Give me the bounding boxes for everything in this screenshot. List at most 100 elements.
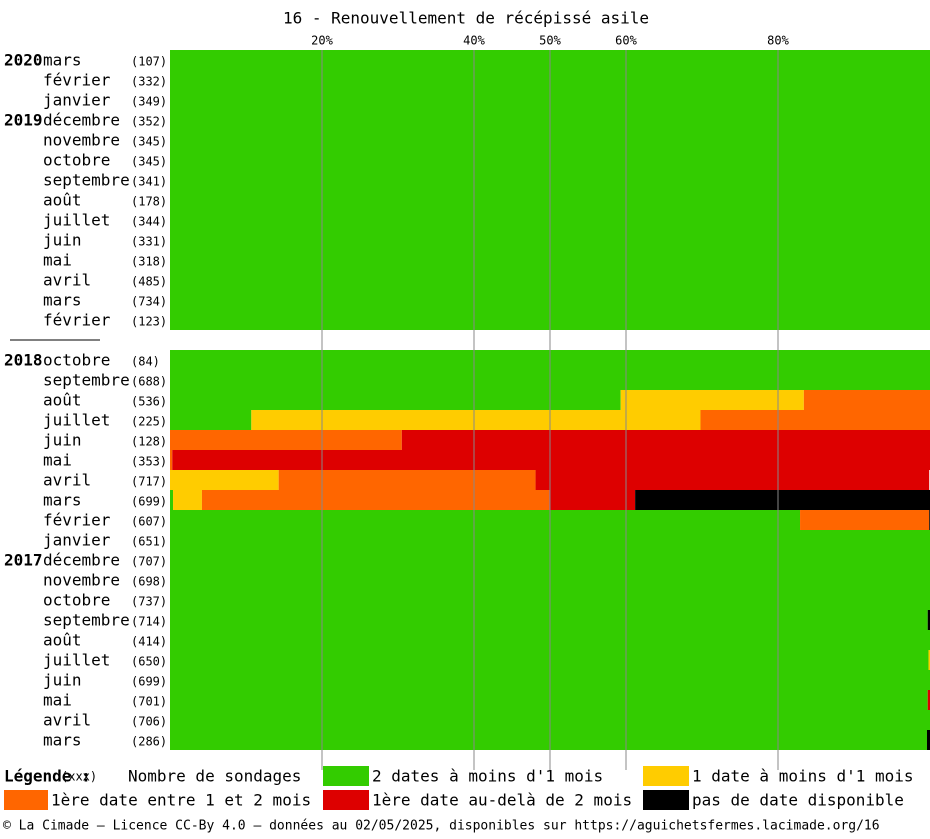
x-tick-label: 40% [463, 34, 485, 48]
legend-swatch [323, 766, 369, 786]
legend-swatch [323, 790, 369, 810]
bar-segment [620, 390, 804, 410]
bar-segment [401, 430, 930, 450]
count-label: (737) [131, 595, 167, 609]
category-label: mai [43, 251, 72, 270]
bar-segment [170, 430, 402, 450]
legend-title: Légende : [4, 767, 91, 786]
bar-segment [535, 470, 930, 490]
count-label: (84) [131, 355, 160, 369]
category-label: avril [43, 471, 91, 490]
category-label: septembre [43, 371, 130, 390]
category-label: juin [43, 431, 82, 450]
count-label: (414) [131, 635, 167, 649]
bar-segment [170, 510, 801, 530]
bar-segment [700, 410, 930, 430]
category-label: février [43, 311, 111, 330]
x-tick-label: 20% [311, 34, 333, 48]
category-label: octobre [43, 151, 110, 170]
bar-segment [172, 450, 930, 470]
legend-label: pas de date disponible [692, 791, 904, 810]
count-label: (178) [131, 195, 167, 209]
count-label: (651) [131, 535, 167, 549]
bar-segment [928, 650, 930, 670]
count-label: (707) [131, 555, 167, 569]
category-label: août [43, 391, 82, 410]
category-label: mai [43, 691, 72, 710]
category-label: mars [43, 291, 82, 310]
bar-segment [251, 410, 701, 430]
legend-swatch [643, 790, 689, 810]
category-label: décembre [43, 551, 120, 570]
count-label: (332) [131, 75, 167, 89]
bar-segment [800, 510, 930, 530]
count-label: (717) [131, 475, 167, 489]
category-label: mars [43, 491, 82, 510]
count-label: (650) [131, 655, 167, 669]
category-label: avril [43, 271, 91, 290]
count-label: (714) [131, 615, 167, 629]
legend-label: 1ère date entre 1 et 2 mois [51, 791, 311, 810]
legend-swatch [643, 766, 689, 786]
count-label: (698) [131, 575, 167, 589]
category-label: mars [43, 51, 82, 70]
category-label: février [43, 511, 111, 530]
year-label: 2017 [4, 551, 43, 570]
category-label: mai [43, 451, 72, 470]
category-label: juillet [43, 411, 110, 430]
legend-count-key: (xxx) [61, 770, 97, 784]
count-label: (344) [131, 215, 167, 229]
count-label: (485) [131, 275, 167, 289]
category-label: décembre [43, 111, 120, 130]
count-label: (353) [131, 455, 167, 469]
category-label: juin [43, 671, 82, 690]
category-label: mars [43, 731, 82, 750]
count-label: (688) [131, 375, 167, 389]
bar-segment [803, 390, 930, 410]
bar-segment [278, 470, 536, 490]
count-label: (699) [131, 675, 167, 689]
bar-segment [170, 610, 928, 630]
category-label: octobre [43, 591, 110, 610]
category-label: août [43, 631, 82, 650]
count-label: (701) [131, 695, 167, 709]
bar-segment [170, 650, 929, 670]
legend-label: 2 dates à moins d'1 mois [372, 767, 603, 786]
footer: © La Cimade – Licence CC-By 4.0 – donnée… [3, 819, 880, 834]
bar-segment [927, 610, 930, 630]
count-label: (341) [131, 175, 167, 189]
year-label: 2019 [4, 111, 43, 130]
bar-segment [635, 490, 930, 510]
bar-segment [173, 490, 202, 510]
count-label: (536) [131, 395, 167, 409]
count-label: (107) [131, 55, 167, 69]
year-label: 2018 [4, 351, 43, 370]
category-label: novembre [43, 571, 120, 590]
count-label: (318) [131, 255, 167, 269]
count-label: (345) [131, 155, 167, 169]
bar-segment [926, 730, 930, 750]
x-tick-label: 80% [767, 34, 789, 48]
category-label: juillet [43, 651, 110, 670]
legend-count-text: Nombre de sondages [128, 767, 301, 786]
count-label: (352) [131, 115, 167, 129]
chart-title: 16 - Renouvellement de récépissé asile [283, 9, 649, 28]
count-label: (699) [131, 495, 167, 509]
category-label: octobre [43, 351, 110, 370]
legend-swatch [4, 790, 48, 810]
category-label: juillet [43, 211, 110, 230]
category-label: février [43, 71, 111, 90]
bar-segment [549, 490, 636, 510]
legend-label: 1 date à moins d'1 mois [692, 767, 914, 786]
count-label: (128) [131, 435, 167, 449]
category-label: avril [43, 711, 91, 730]
bar-segment [927, 690, 930, 710]
bar-segment [170, 490, 174, 510]
count-label: (734) [131, 295, 167, 309]
bar-segment [170, 450, 173, 470]
bar-segment [170, 730, 927, 750]
legend-label: 1ère date au-delà de 2 mois [372, 791, 632, 810]
count-label: (225) [131, 415, 167, 429]
count-label: (706) [131, 715, 167, 729]
